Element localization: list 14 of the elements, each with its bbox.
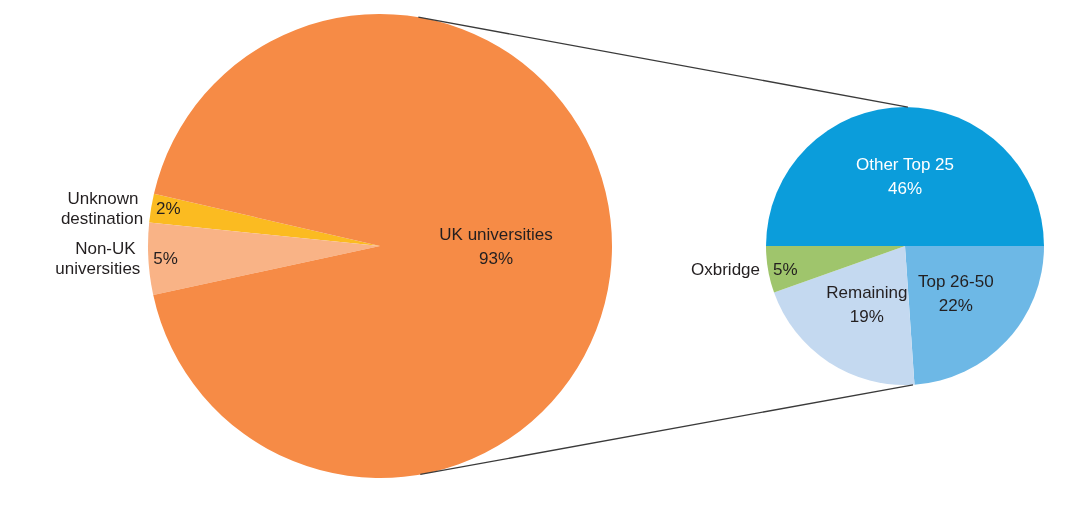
data-label: 2% [156, 198, 181, 218]
data-label: 46% [887, 179, 923, 198]
slice-label: Top 26-50 [917, 271, 994, 291]
slice-label: Oxbridge [691, 260, 761, 280]
data-label: 22% [938, 295, 973, 315]
data-label: 93% [478, 249, 514, 269]
slice-label: Non-UK universities [55, 239, 141, 279]
data-label: 5% [773, 260, 798, 280]
data-label: 5% [153, 249, 178, 269]
slice-label: UK universities [439, 225, 553, 245]
slice-label: Unknown destination [60, 188, 144, 228]
slice-label: Other Top 25 [856, 155, 954, 174]
data-label: 19% [849, 306, 884, 326]
slice-label: Remaining [826, 282, 908, 302]
